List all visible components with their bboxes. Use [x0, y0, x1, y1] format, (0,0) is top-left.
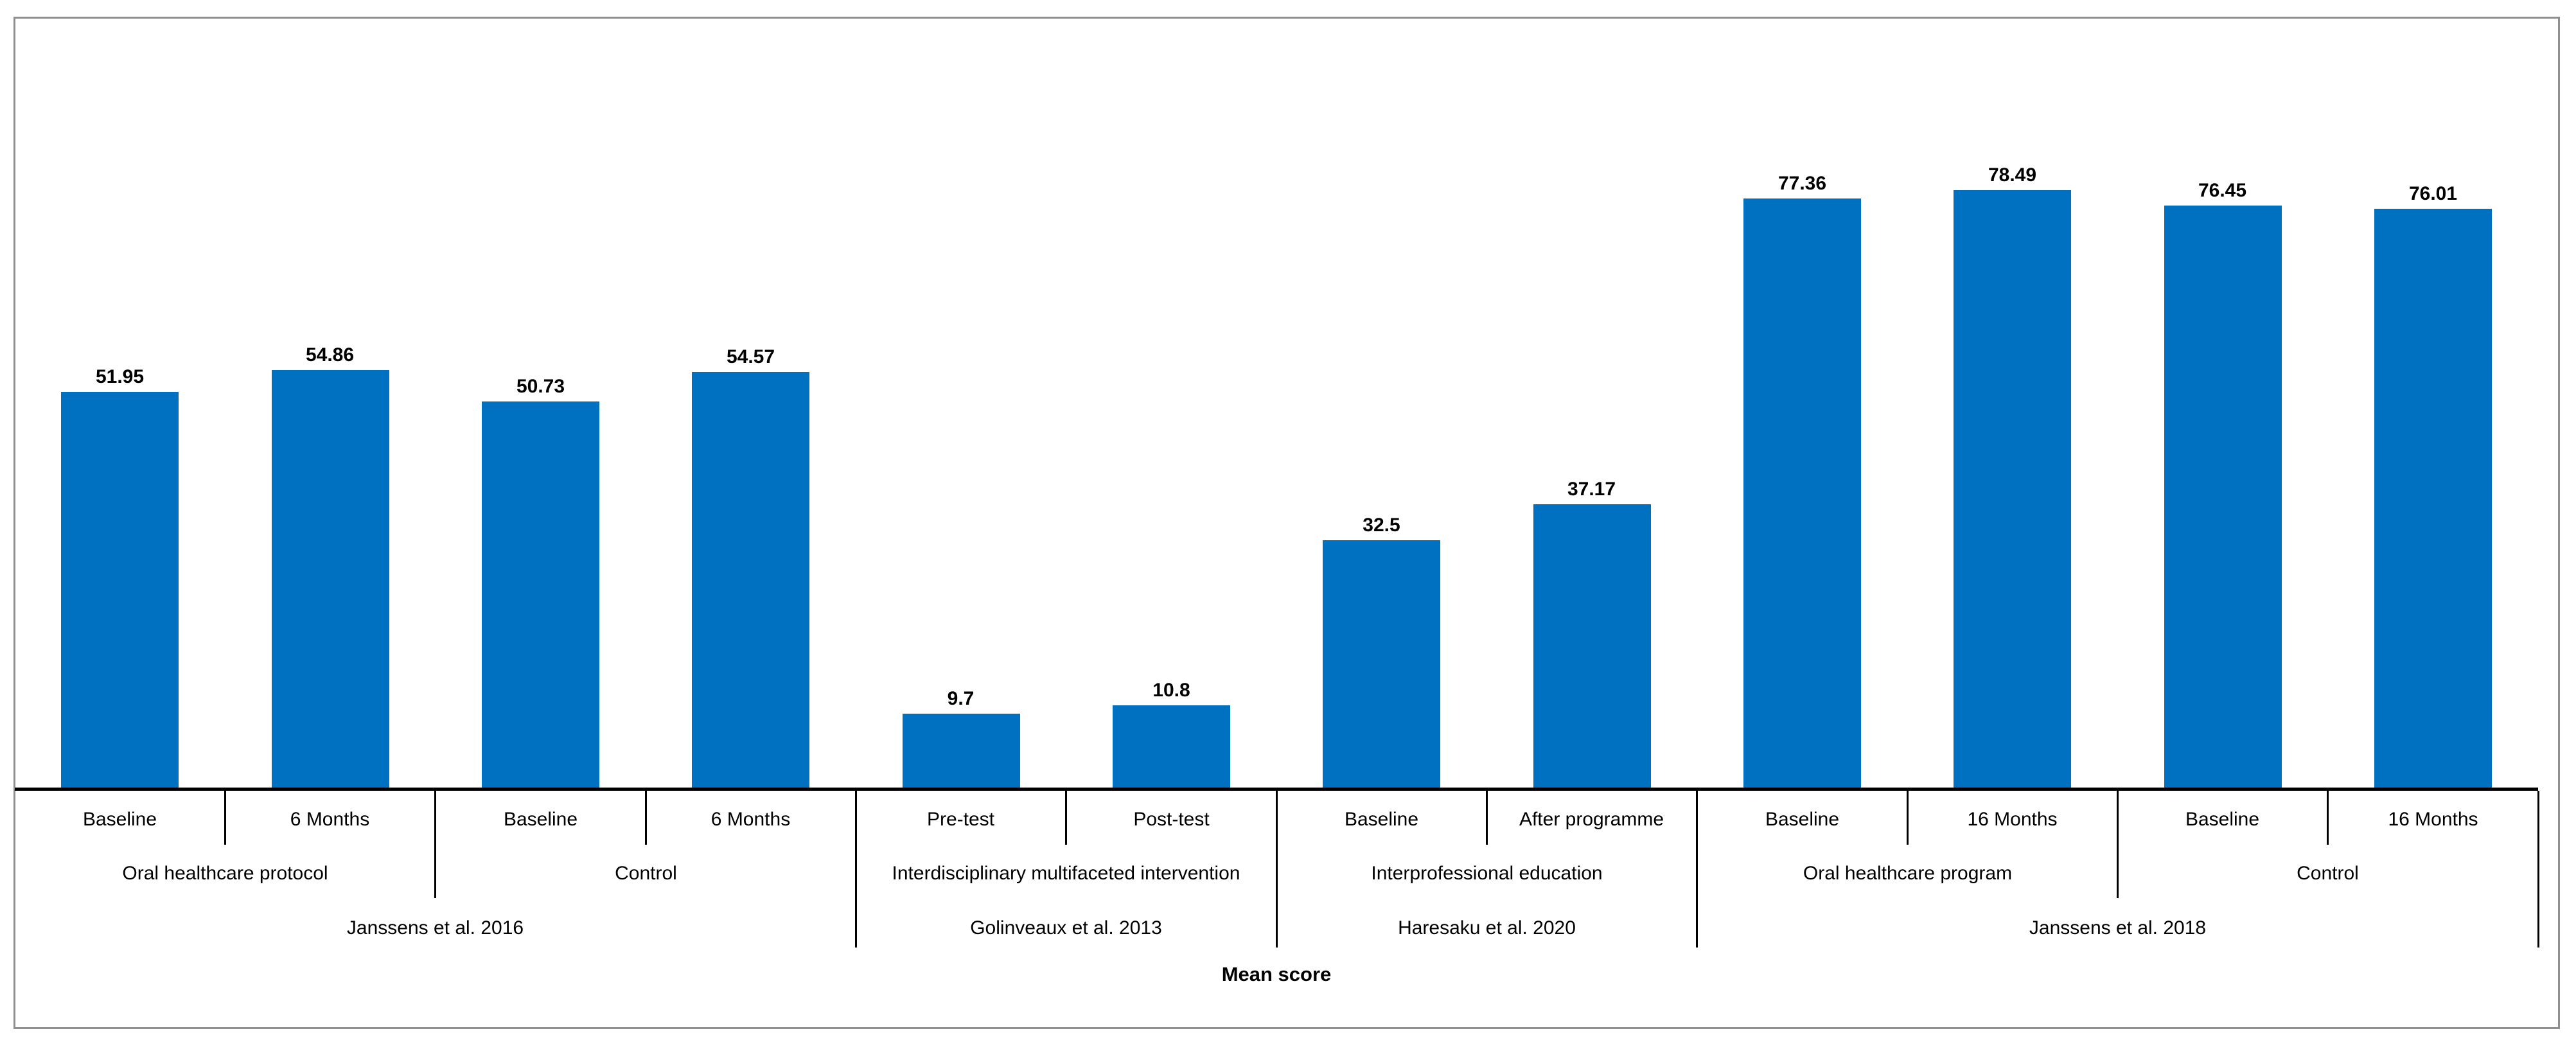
- bar: [1533, 504, 1651, 788]
- bar-value-label: 76.45: [2198, 180, 2247, 201]
- bar: [482, 401, 599, 788]
- bar: [272, 370, 389, 788]
- bar-value-label: 51.95: [95, 366, 145, 387]
- axis-separator-category: [224, 791, 226, 845]
- x-group-label: Oral healthcare protocol: [122, 863, 328, 884]
- x-tick-label: Baseline: [2185, 809, 2260, 830]
- axis-separator-study: [1276, 791, 1278, 948]
- bar-value-label: 54.86: [305, 344, 355, 366]
- bar: [1323, 540, 1440, 788]
- bar: [1954, 190, 2071, 788]
- x-study-label: Golinveaux et al. 2013: [970, 917, 1162, 939]
- axis-separator-category: [1065, 791, 1067, 845]
- bar: [1113, 705, 1230, 788]
- x-tick-label: Post-test: [1133, 809, 1210, 830]
- x-tick-label: Baseline: [503, 809, 578, 830]
- bar-value-label: 54.57: [726, 346, 775, 367]
- x-tick-label: 16 Months: [1967, 809, 2058, 830]
- x-tick-label: Baseline: [1765, 809, 1840, 830]
- axis-separator-category: [2327, 791, 2329, 845]
- bar-value-label: 77.36: [1778, 173, 1827, 194]
- bar: [692, 372, 809, 788]
- x-group-label: Interprofessional education: [1371, 863, 1603, 884]
- x-group-label: Interdisciplinary multifaceted intervent…: [892, 863, 1240, 884]
- axis-separator-group: [434, 791, 436, 898]
- x-study-label: Haresaku et al. 2020: [1398, 917, 1576, 939]
- x-study-label: Janssens et al. 2016: [346, 917, 524, 939]
- bar: [903, 714, 1020, 788]
- x-tick-label: After programme: [1519, 809, 1664, 830]
- x-group-label: Control: [615, 863, 677, 884]
- bar-value-label: 78.49: [1988, 164, 2037, 186]
- bar-value-label: 9.7: [947, 688, 975, 709]
- chart-border: [13, 17, 2560, 1029]
- x-tick-label: 6 Months: [710, 809, 791, 830]
- axis-separator-study: [2537, 791, 2539, 948]
- x-tick-label: 16 Months: [2388, 809, 2478, 830]
- x-tick-label: Baseline: [82, 809, 157, 830]
- x-tick-label: Baseline: [1344, 809, 1419, 830]
- x-group-label: Control: [2297, 863, 2359, 884]
- bar-value-label: 50.73: [516, 376, 565, 397]
- axis-separator-study: [855, 791, 857, 948]
- axis-separator-study: [1696, 791, 1698, 948]
- x-axis-line: [15, 788, 2538, 791]
- bar: [2164, 206, 2282, 788]
- x-tick-label: Pre-test: [926, 809, 995, 830]
- bar: [61, 392, 179, 788]
- x-tick-label: 6 Months: [290, 809, 370, 830]
- bar-value-label: 76.01: [2408, 183, 2458, 204]
- x-study-label: Janssens et al. 2018: [2029, 917, 2207, 939]
- bar-value-label: 37.17: [1567, 479, 1616, 500]
- bar-value-label: 32.5: [1363, 515, 1400, 536]
- axis-separator-category: [1907, 791, 1909, 845]
- x-group-label: Oral healthcare program: [1803, 863, 2013, 884]
- bar: [2374, 209, 2492, 788]
- axis-separator-category: [645, 791, 647, 845]
- axis-separator-group: [2117, 791, 2119, 898]
- axis-separator-category: [1486, 791, 1488, 845]
- x-axis-title: Mean score: [1221, 963, 1332, 985]
- bar-value-label: 10.8: [1152, 680, 1190, 701]
- bar: [1743, 198, 1861, 788]
